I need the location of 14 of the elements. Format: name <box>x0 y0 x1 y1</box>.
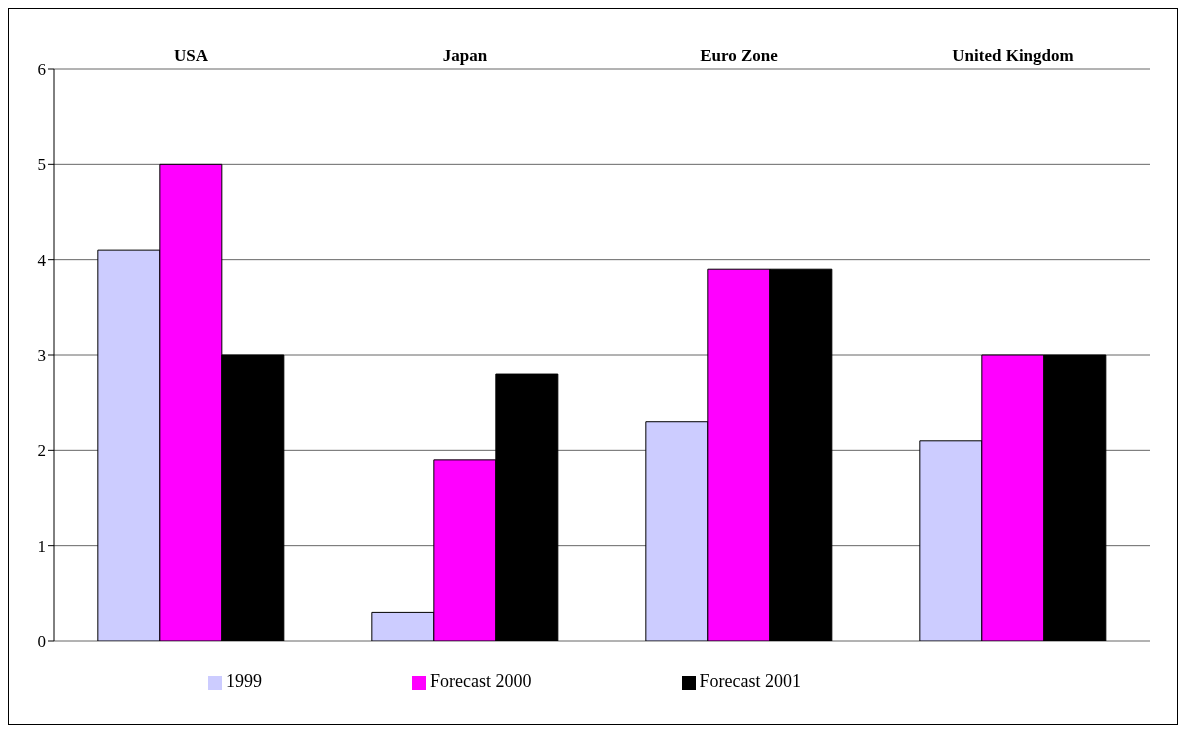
y-tick-label: 2 <box>37 441 46 461</box>
x-tick-label: Japan <box>442 46 488 65</box>
y-tick-label: 6 <box>37 60 46 80</box>
y-tick-label: 5 <box>37 155 46 175</box>
y-tick-label: 0 <box>37 632 46 652</box>
y-tick-label: 1 <box>37 536 46 556</box>
legend-label: Forecast 2000 <box>430 671 532 691</box>
y-tick-label: 4 <box>37 250 47 270</box>
x-tick-label: Euro Zone <box>700 46 779 65</box>
y-tick-label: 3 <box>37 346 46 366</box>
legend-label: 1999 <box>226 671 263 691</box>
x-tick-label: USA <box>173 46 209 65</box>
legend-label: Forecast 2001 <box>699 671 801 691</box>
x-tick-label: United Kingdom <box>952 46 1074 65</box>
